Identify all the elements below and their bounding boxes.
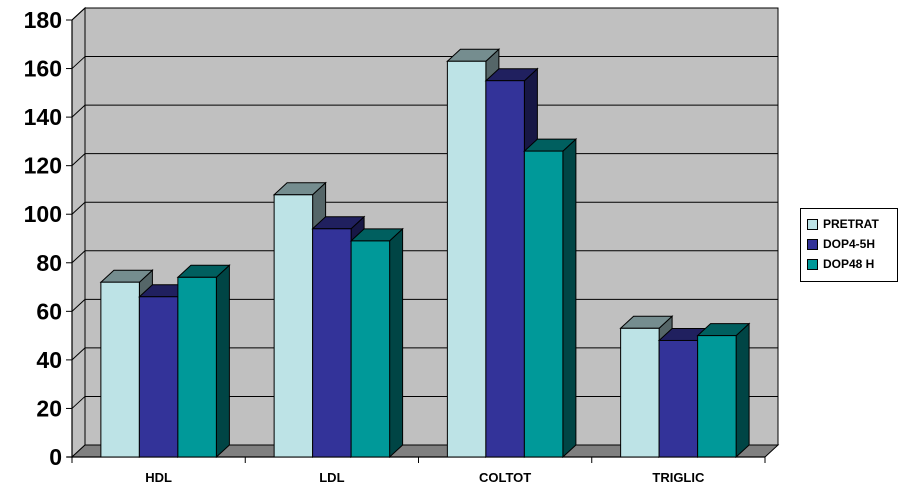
y-tick-label: 20 [36, 395, 62, 421]
gridline-side [71, 201, 86, 215]
y-tick-label: 0 [49, 444, 62, 470]
gridline-side [71, 104, 86, 118]
y-tick-label: 60 [36, 298, 62, 324]
bar [100, 281, 140, 458]
legend-label: PRETRAT [823, 217, 879, 231]
legend-swatch [807, 218, 818, 230]
x-tick-label: TRIGLIC [652, 470, 705, 485]
legend-label: DOP4-5H [823, 237, 876, 251]
y-tick-label: 100 [24, 201, 62, 227]
legend-item: DOP4-5H [807, 234, 897, 254]
x-tick-label: HDL [145, 470, 172, 485]
gridline-side [71, 347, 86, 361]
bar-side [215, 264, 230, 459]
bar [138, 296, 179, 458]
y-tick-label: 40 [36, 347, 62, 373]
bar [697, 335, 737, 458]
bar [273, 194, 314, 458]
y-tick-label: 180 [24, 7, 62, 33]
gridline-side [71, 56, 86, 69]
legend-swatch [807, 238, 818, 250]
y-tick-label: 120 [24, 153, 62, 179]
x-tick-label: COLTOT [479, 470, 531, 485]
bar-side [735, 322, 750, 459]
y-tick-label: 80 [36, 250, 62, 276]
gridline-side [71, 396, 86, 409]
bar [177, 276, 217, 458]
bar [312, 228, 352, 458]
gridline-side [71, 298, 86, 312]
y-tick-label: 140 [24, 104, 62, 130]
bar [523, 150, 564, 458]
y-tick-label: 160 [24, 56, 62, 82]
chart-side-wall [71, 6, 86, 459]
legend: PRETRAT DOP4-5H DOP48 H [800, 208, 898, 282]
gridline-side [71, 153, 86, 167]
legend-item: PRETRAT [807, 214, 897, 234]
bar [658, 339, 699, 458]
bar [446, 60, 487, 458]
bar [350, 240, 391, 458]
bar-side [389, 227, 404, 459]
legend-label: DOP48 H [823, 257, 875, 271]
bar [620, 327, 660, 458]
gridline-side [71, 7, 86, 21]
legend-item: DOP48 H [807, 254, 897, 274]
bar-side [562, 137, 577, 459]
x-tick-label: LDL [319, 470, 344, 485]
legend-swatch [807, 258, 818, 270]
gridline-side [71, 250, 86, 264]
bar [485, 80, 525, 458]
